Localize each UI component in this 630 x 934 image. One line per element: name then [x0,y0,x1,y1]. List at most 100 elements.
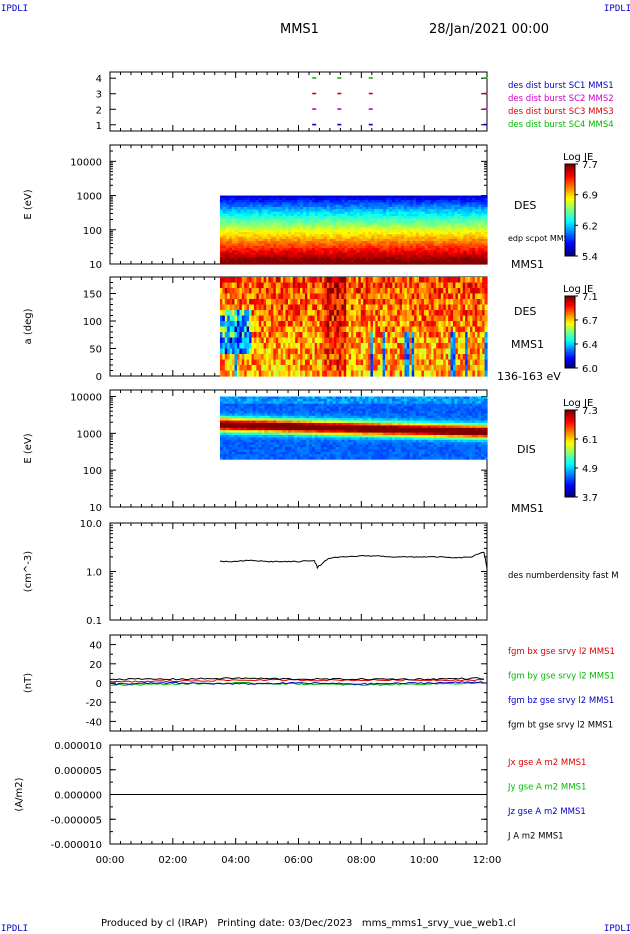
pitch-angle-cell [370,337,374,344]
spectrogram-cell [374,238,378,242]
spectrogram-cell [231,200,236,203]
spectrogram-cell [415,236,420,240]
spectrogram-cell [359,232,363,235]
spectrogram-cell [445,248,450,251]
pitch-angle-cell [229,293,233,300]
pitch-angle-cell [453,365,457,372]
spectrogram-cell [383,225,387,229]
pitch-angle-cell [222,321,226,328]
pitch-angle-cell [346,337,350,344]
spectrogram-cell [427,227,432,231]
spectrogram-cell [267,195,271,199]
pitch-angle-cell [241,282,245,289]
spectrogram-cell [436,238,441,242]
spectrogram-cell [326,254,331,258]
spectrogram-cell [466,227,470,231]
pitch-angle-cell [343,343,347,350]
pitch-angle-cell [380,299,384,306]
colorbar-cell [565,246,575,250]
spectrogram-cell [409,200,414,203]
pitch-angle-cell [419,315,423,322]
pitch-angle-cell [428,282,432,289]
spectrogram-cell [335,202,340,206]
spectrogram-cell [406,213,411,217]
pitch-angle-cell [402,354,406,361]
pitch-angle-cell [389,348,393,355]
spectrogram-cell [409,257,414,261]
pitch-angle-cell [234,310,238,317]
spectrogram-cell [332,222,337,226]
spectrogram-cell [362,259,366,263]
pitch-angle-cell [317,310,321,317]
pitch-angle-cell [304,288,308,295]
pitch-angle-cell [431,315,435,322]
spectrogram-cell [383,241,387,245]
spectrogram-cell [418,209,423,213]
pitch-angle-cell [445,337,449,344]
spectrogram-cell [478,236,482,240]
spectrogram-cell [261,195,266,199]
pitch-angle-cell [331,293,335,300]
pitch-angle-cell [360,365,364,372]
spectrogram-cell [409,202,414,206]
spectrogram-cell [306,254,310,258]
pitch-angle-cell [448,359,452,366]
spectrogram-cell [392,234,396,238]
spectrogram-cell [252,241,257,245]
pitch-angle-cell [467,277,471,284]
pitch-angle-cell [239,293,243,300]
pitch-angle-cell [292,310,296,317]
spectrogram-cell [347,229,352,233]
spectrogram-cell [246,200,251,203]
spectrogram-cell [445,213,450,217]
spectrogram-cell [377,209,381,213]
spectrogram-cell [451,250,455,254]
spectrogram-cell [273,216,277,219]
pitch-angle-cell [455,365,459,372]
spectrogram-cell [359,216,363,219]
spectrogram-cell [320,204,325,208]
pitch-angle-cell [338,277,342,284]
colorbar-cell [565,175,575,179]
pitch-angle-cell [329,310,333,317]
spectrogram-cell [329,241,334,245]
pitch-angle-cell [346,282,350,289]
spectrogram-cell [427,225,432,229]
spectrogram-cell [368,234,372,238]
spectrogram-cell [264,252,269,256]
pitch-angle-cell [470,299,474,306]
spectrogram-cell [478,229,482,233]
spectrogram-cell [311,252,316,256]
spectrogram-cell [397,234,402,238]
spectrogram-cell [264,195,269,199]
pitch-angle-cell [431,282,435,289]
pitch-angle-cell [414,304,418,311]
colorbar-cell [565,205,575,209]
spectrogram-cell [258,241,263,245]
spectrogram-cell [412,216,417,219]
pitch-angle-cell [222,277,226,284]
spectrogram-cell [294,245,298,249]
spectrogram-cell [249,225,254,229]
spectrogram-cell [314,252,319,256]
pitch-angle-cell [385,282,389,289]
spectrogram-cell [252,222,257,226]
spectrogram-cell [457,236,461,240]
spectrogram-cell [365,232,369,235]
spectrogram-cell [368,252,372,256]
spectrogram-cell [362,213,366,217]
spectrogram-cell [225,248,230,251]
pitch-angle-cell [219,277,223,284]
spectrogram-cell [451,257,455,261]
spectrogram-cell [356,259,361,263]
spectrogram-cell [231,209,236,213]
pitch-angle-cell [266,304,270,311]
spectrogram-cell [303,213,307,217]
spectrogram-cell [412,222,417,226]
spectrogram-cell [481,232,485,235]
spectrogram-cell [466,241,470,245]
spectrogram-cell [478,227,482,231]
pitch-angle-cell [222,337,226,344]
pitch-angle-cell [453,332,457,339]
pitch-angle-cell [295,277,299,284]
